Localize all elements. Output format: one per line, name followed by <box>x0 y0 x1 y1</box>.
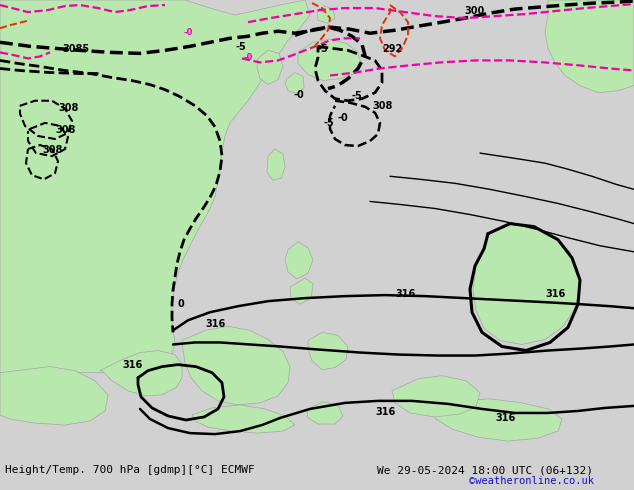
Text: -0: -0 <box>293 90 304 99</box>
Text: 0: 0 <box>178 299 184 309</box>
Polygon shape <box>308 332 348 369</box>
Text: 292: 292 <box>382 45 402 54</box>
Text: 308: 308 <box>58 103 79 113</box>
Text: We 29-05-2024 18:00 UTC (06+132): We 29-05-2024 18:00 UTC (06+132) <box>377 466 593 475</box>
Text: -5: -5 <box>352 91 363 101</box>
Text: 316: 316 <box>122 360 142 369</box>
Text: 316: 316 <box>375 407 395 417</box>
Polygon shape <box>307 402 343 424</box>
Polygon shape <box>473 223 580 344</box>
Text: 316: 316 <box>545 289 566 299</box>
Text: 308: 308 <box>42 145 62 155</box>
Polygon shape <box>182 326 290 405</box>
Text: -5: -5 <box>323 118 333 128</box>
Text: 308: 308 <box>55 125 75 135</box>
Text: -0: -0 <box>338 113 349 123</box>
Polygon shape <box>392 376 480 417</box>
Polygon shape <box>298 39 361 80</box>
Polygon shape <box>317 6 335 23</box>
Text: Height/Temp. 700 hPa [gdmp][°C] ECMWF: Height/Temp. 700 hPa [gdmp][°C] ECMWF <box>5 466 255 475</box>
Text: -0: -0 <box>244 53 254 62</box>
Polygon shape <box>0 0 310 373</box>
Text: 300: 300 <box>464 6 484 16</box>
Polygon shape <box>192 405 295 433</box>
Polygon shape <box>432 399 562 441</box>
Polygon shape <box>285 242 313 279</box>
Polygon shape <box>285 73 304 94</box>
Polygon shape <box>257 50 283 85</box>
Text: -5: -5 <box>236 42 247 52</box>
Polygon shape <box>100 350 182 396</box>
Polygon shape <box>545 0 634 93</box>
Text: -0: -0 <box>183 28 192 37</box>
Polygon shape <box>267 149 285 180</box>
Text: 316: 316 <box>495 413 515 423</box>
Text: -5: -5 <box>318 45 329 54</box>
Text: 316: 316 <box>395 289 415 299</box>
Polygon shape <box>290 278 313 304</box>
Text: ©weatheronline.co.uk: ©weatheronline.co.uk <box>469 476 594 486</box>
Text: 316: 316 <box>205 319 225 329</box>
Polygon shape <box>0 367 108 425</box>
Text: 3085: 3085 <box>62 45 89 54</box>
Text: 308: 308 <box>372 101 392 111</box>
